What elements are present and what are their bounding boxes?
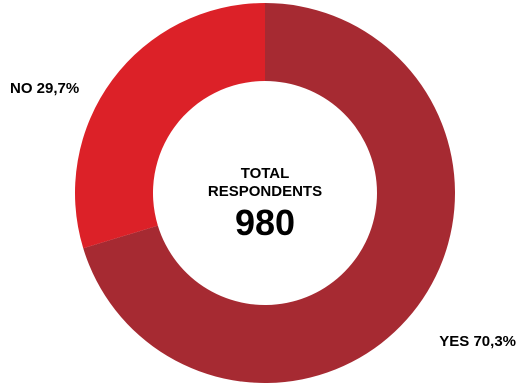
center-caption-line2: RESPONDENTS [208, 183, 322, 200]
center-total-value: 980 [235, 202, 295, 243]
slices-group [74, 3, 456, 384]
donut-slice-yes [83, 3, 456, 384]
slice-label-yes: YES 70,3% [439, 333, 516, 350]
donut-slice-no [74, 3, 265, 249]
slice-label-no: NO 29,7% [10, 80, 79, 97]
slice-labels-group: YES 70,3% NO 29,7% [10, 80, 516, 350]
center-caption-line1: TOTAL [241, 165, 290, 182]
